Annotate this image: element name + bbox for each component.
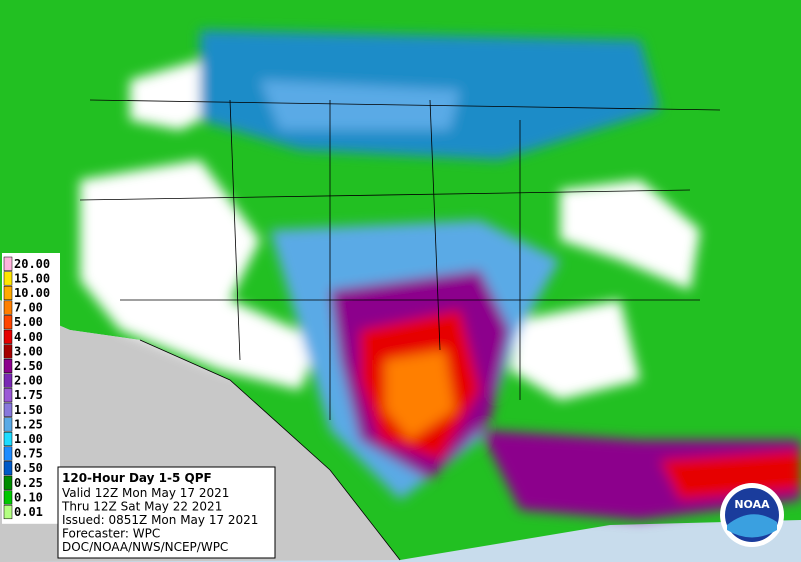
legend-swatch xyxy=(3,431,13,447)
legend-label: 3.00 xyxy=(14,344,43,358)
legend-swatch xyxy=(3,417,13,432)
legend-label: 2.00 xyxy=(14,374,43,388)
legend-swatch xyxy=(3,402,13,417)
legend-swatch xyxy=(3,373,13,388)
dry-west xyxy=(80,160,320,390)
border-line xyxy=(139,339,401,561)
legend-swatch xyxy=(3,300,13,315)
legend-label: 7.00 xyxy=(14,301,43,315)
info-line: Valid 12Z Mon May 17 2021 xyxy=(62,486,229,500)
info-box xyxy=(57,466,276,559)
border-line xyxy=(89,99,721,111)
legend-swatch xyxy=(3,256,13,271)
legend-swatch xyxy=(3,344,13,359)
legend-label: 1.00 xyxy=(14,432,43,446)
legend-label: 4.00 xyxy=(14,330,43,344)
legend-swatch xyxy=(3,358,13,374)
legend-label: 0.75 xyxy=(14,447,43,461)
border-line xyxy=(429,99,441,351)
border-line xyxy=(79,189,691,201)
legend-swatch xyxy=(3,461,13,476)
legend-swatch xyxy=(3,271,13,286)
dry-nw xyxy=(130,60,220,130)
legend-label: 15.00 xyxy=(14,271,50,285)
legend-label: 1.50 xyxy=(14,403,43,417)
extreme xyxy=(385,350,455,440)
info-title: 120-Hour Day 1-5 QPF xyxy=(62,471,212,485)
legend-label: 0.25 xyxy=(14,476,43,490)
logo-text: NOAA xyxy=(734,498,770,511)
logo-wave xyxy=(727,514,777,538)
legend-label: 20.00 xyxy=(14,257,50,271)
dry-se xyxy=(510,300,640,400)
legend-swatch xyxy=(3,285,13,301)
info-line: Forecaster: WPC xyxy=(62,527,160,541)
legend-label: 2.50 xyxy=(14,359,43,373)
legend-swatch xyxy=(3,446,13,461)
legend-label: 0.01 xyxy=(14,505,43,519)
legend-swatch xyxy=(3,388,13,403)
info-line: DOC/NOAA/NWS/NCEP/WPC xyxy=(62,540,228,554)
legend-swatch xyxy=(3,504,13,520)
legend-swatch xyxy=(3,329,13,344)
legend-label: 5.00 xyxy=(14,315,43,329)
precip-fields xyxy=(80,30,801,520)
borders xyxy=(79,99,721,561)
legend-label: 1.25 xyxy=(14,417,43,431)
legend-swatch xyxy=(3,315,13,330)
legend-label: 1.75 xyxy=(14,388,43,402)
info-line: Thru 12Z Sat May 22 2021 xyxy=(61,500,222,514)
legend-swatch xyxy=(3,490,13,505)
gulf-heavy xyxy=(480,430,801,520)
legend-label: 0.10 xyxy=(14,490,43,504)
legend: 20.0015.0010.007.005.004.003.002.502.001… xyxy=(2,253,60,524)
legend-swatch xyxy=(3,475,13,490)
info-line: Issued: 0851Z Mon May 17 2021 xyxy=(62,513,258,527)
legend-label: 10.00 xyxy=(14,286,50,300)
dry-east xyxy=(560,180,700,290)
wet-north2 xyxy=(260,80,460,130)
border-line xyxy=(229,99,241,361)
legend-label: 0.50 xyxy=(14,461,43,475)
